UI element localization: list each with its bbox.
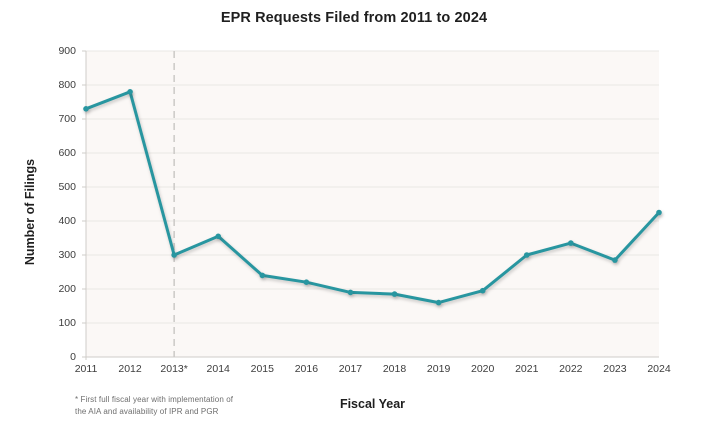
y-tick-label: 0 [70,350,76,363]
y-tick-label: 100 [58,316,76,329]
y-tick-label: 300 [58,248,76,261]
footnote-line-1: * First full fiscal year with implementa… [75,395,234,404]
x-tick-label: 2022 [559,363,583,375]
y-tick-label: 700 [58,112,76,125]
x-tick-label: 2014 [206,363,230,375]
x-tick-label: 2017 [338,363,363,375]
x-tick-label: 2018 [382,363,407,375]
y-axis-title: Number of Filings [23,158,37,266]
x-tick-label: 2012 [118,363,142,375]
footnote-line-2: the AIA and availability of IPR and PGR [75,407,219,417]
line-chart-svg [82,50,662,360]
y-tick-label: 800 [58,78,76,91]
x-tick-label: 2020 [471,363,495,375]
chart-title: EPR Requests Filed from 2011 to 2024 [220,10,488,26]
x-tick-label: 2013* [160,363,188,375]
y-tick-label: 900 [58,44,76,57]
y-tick-label: 500 [58,180,76,193]
chart-footnote: * First full fiscal year with implementa… [75,394,233,419]
x-tick-label: 2021 [515,363,539,375]
plot-area [82,50,662,360]
x-tick-label: 2019 [426,363,451,375]
x-tick-label: 2023 [603,363,627,375]
x-tick-label: 2024 [647,363,671,375]
y-tick-label: 600 [58,146,76,159]
x-tick-label: 2011 [74,363,98,375]
y-tick-label: 400 [58,214,76,227]
x-tick-label: 2016 [294,363,319,375]
x-tick-label: 2015 [250,363,274,375]
x-axis-title: Fiscal Year [339,397,406,411]
y-tick-label: 200 [58,282,76,295]
